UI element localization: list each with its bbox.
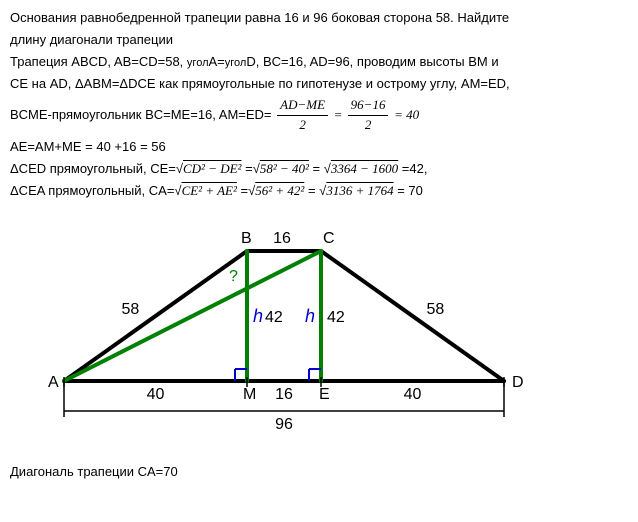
t: = 40	[394, 107, 419, 122]
rad: 3136 + 1764	[326, 183, 393, 198]
sol-p2: CE на AD, ΔABM=ΔDCE как прямоугольные по…	[10, 75, 628, 94]
t: D, BC=16, AD=96, проводим высоты BM и	[246, 54, 498, 69]
t: ΔCED прямоугольный, CE=	[10, 161, 176, 176]
num: 96−16	[348, 96, 389, 116]
fraction-1: AD−ME 2	[277, 96, 328, 135]
t: BCME-прямоугольник BC=ME=16, AM=ED=	[10, 107, 275, 122]
problem-line-1: Основания равнобедренной трапеции равна …	[10, 9, 628, 28]
fraction-2: 96−16 2	[348, 96, 389, 135]
svg-text:16: 16	[275, 386, 293, 403]
t: =	[241, 183, 249, 198]
sol-p5: ΔCED прямоугольный, CE=√CD² − DE² =√58² …	[10, 160, 628, 179]
trapezoid-svg: ADBCME585816?hh424240164096	[34, 211, 534, 451]
trapezoid-figure: ADBCME585816?hh424240164096	[34, 211, 628, 451]
svg-text:58: 58	[427, 301, 445, 318]
svg-text:D: D	[512, 374, 524, 391]
rad: 3364 − 1600	[331, 161, 398, 176]
t: =	[245, 161, 253, 176]
num: AD−ME	[277, 96, 328, 116]
svg-text:?: ?	[229, 268, 238, 285]
svg-text:h: h	[305, 306, 315, 326]
svg-text:A: A	[48, 374, 59, 391]
sol-p3: BCME-прямоугольник BC=ME=16, AM=ED= AD−M…	[10, 96, 628, 135]
rad: CE² + AE²	[182, 183, 237, 198]
t: =	[334, 107, 346, 122]
svg-text:C: C	[323, 230, 335, 247]
problem-line-2: длину диагонали трапеции	[10, 31, 628, 50]
svg-text:40: 40	[404, 386, 422, 403]
t: = 70	[397, 183, 423, 198]
sol-p6: ΔCEA прямоугольный, CA=√CE² + AE² =√56² …	[10, 182, 628, 201]
t: угол	[187, 57, 209, 69]
sol-p1: Трапеция ABCD, AB=CD=58, уголA=уголD, BC…	[10, 53, 628, 72]
svg-text:16: 16	[273, 230, 291, 247]
svg-text:40: 40	[147, 386, 165, 403]
answer-line: Диагональ трапеции CA=70	[10, 463, 628, 482]
t: =	[313, 161, 324, 176]
svg-text:B: B	[241, 230, 252, 247]
t: ΔCEA прямоугольный, CA=	[10, 183, 174, 198]
svg-text:58: 58	[122, 301, 140, 318]
t: =	[308, 183, 319, 198]
t: A=	[209, 54, 225, 69]
t: угол	[225, 57, 247, 69]
svg-text:42: 42	[327, 309, 345, 326]
svg-text:E: E	[319, 386, 330, 403]
den: 2	[277, 116, 328, 135]
t: Трапеция ABCD, AB=CD=58,	[10, 54, 187, 69]
rad: 58² − 40²	[260, 161, 309, 176]
svg-text:h: h	[253, 306, 263, 326]
den: 2	[348, 116, 389, 135]
svg-text:96: 96	[275, 416, 293, 433]
svg-text:42: 42	[265, 309, 283, 326]
rad: 56² + 42²	[255, 183, 304, 198]
rad: CD² − DE²	[183, 161, 241, 176]
t: =42,	[402, 161, 428, 176]
svg-text:M: M	[243, 386, 256, 403]
sol-p4: AE=AM+ME = 40 +16 = 56	[10, 138, 628, 157]
